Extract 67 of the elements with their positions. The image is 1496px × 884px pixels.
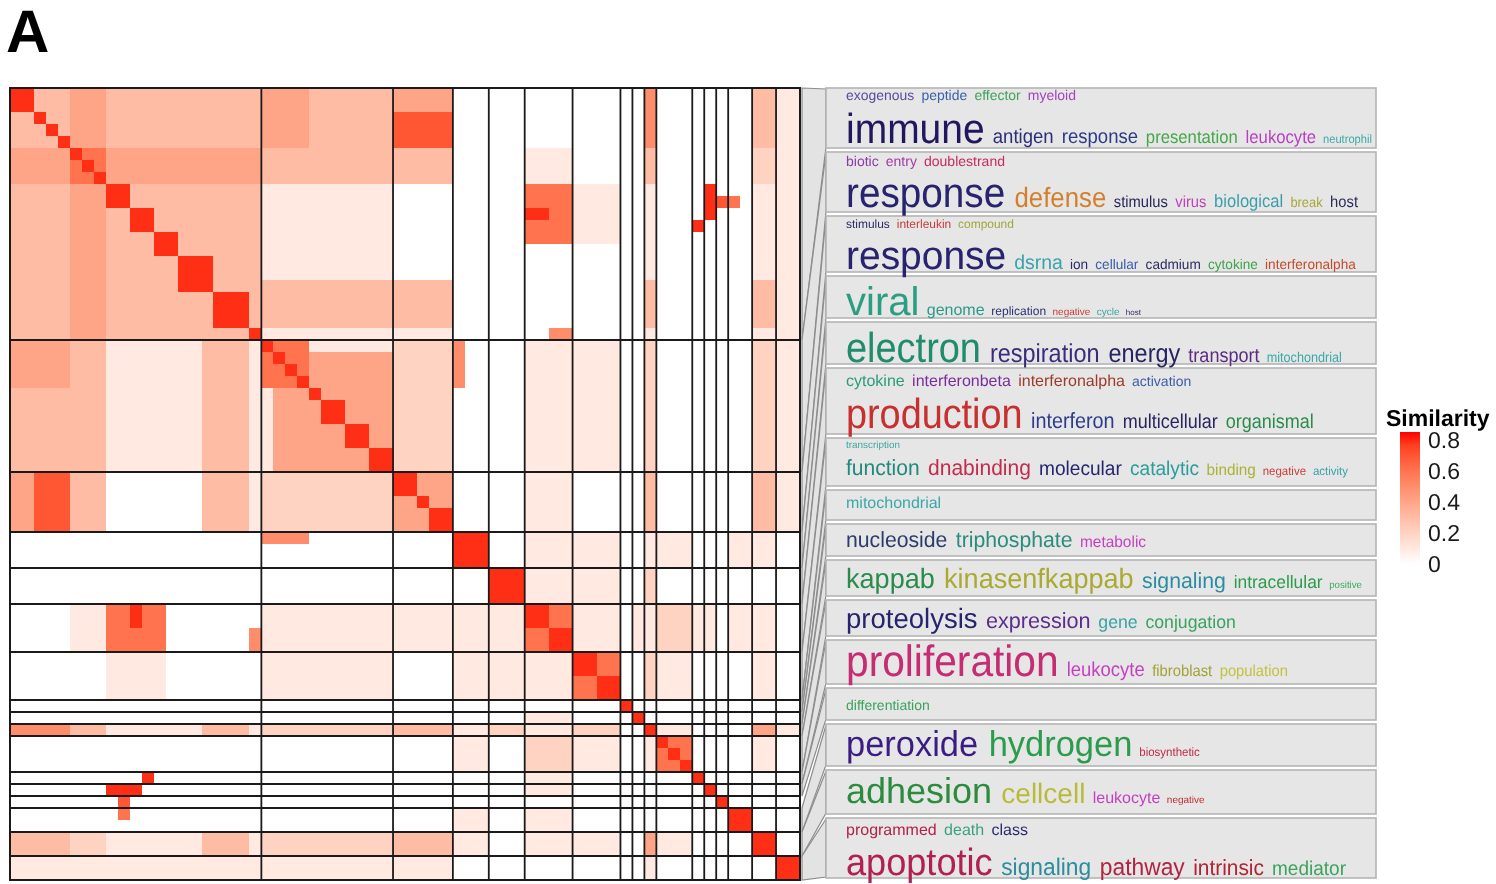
- text: multicellular: [1122, 411, 1218, 435]
- text: proteolysis: [846, 601, 978, 635]
- text: interferonbeta: [912, 372, 1012, 390]
- text: conjugation: [1145, 611, 1236, 633]
- text: programmed: [846, 821, 937, 839]
- text: class: [991, 821, 1029, 839]
- text: intrinsic: [1193, 856, 1266, 882]
- text: death: [944, 821, 985, 839]
- color-bar-label: 0: [1428, 554, 1441, 579]
- text: adhesion: [846, 771, 993, 811]
- text: binding: [1206, 460, 1256, 480]
- text: proliferation: [846, 638, 1059, 687]
- text: response: [846, 234, 1007, 280]
- text: immune: [846, 107, 985, 154]
- text: function: [846, 456, 920, 482]
- color-bar-label: 0.2: [1428, 522, 1460, 547]
- text: transport: [1188, 345, 1261, 369]
- text: electron: [846, 326, 981, 373]
- text: mediator: [1272, 858, 1348, 882]
- text: population: [1219, 661, 1288, 681]
- text: stimulus: [1113, 192, 1169, 212]
- text: cytokine: [846, 372, 906, 390]
- text: kappab: [846, 563, 936, 595]
- text: signaling: [1001, 854, 1092, 882]
- text: antigen: [992, 126, 1054, 150]
- color-bar-label: 0.4: [1428, 491, 1462, 516]
- text: nucleoside: [846, 528, 948, 554]
- text: intracellular: [1233, 571, 1323, 593]
- text: production: [846, 392, 1023, 439]
- text: response: [846, 171, 1006, 218]
- text: leukocyte: [1092, 789, 1162, 807]
- text: dsrna: [1014, 252, 1064, 276]
- text: triphosphate: [955, 528, 1073, 554]
- text: expression: [985, 609, 1091, 635]
- text: leukocyte: [1066, 659, 1145, 683]
- text: respiration: [989, 338, 1100, 369]
- text: mitochondrial: [846, 494, 942, 512]
- text: apoptotic: [846, 840, 993, 884]
- text: biological: [1214, 190, 1284, 212]
- text: interferon: [1031, 411, 1115, 435]
- text: organismal: [1225, 411, 1314, 435]
- text: pathway: [1099, 854, 1186, 882]
- text: dnabinding: [928, 456, 1031, 482]
- text: presentation: [1145, 126, 1239, 148]
- text: kinasenfkappab: [944, 563, 1135, 595]
- text: virus: [1175, 192, 1207, 212]
- text: metabolic: [1079, 532, 1147, 552]
- text: fibroblast: [1152, 661, 1214, 681]
- text: genome: [926, 301, 986, 319]
- text: viral: [846, 281, 920, 325]
- text: signaling: [1142, 569, 1226, 595]
- text: cellcell: [1001, 777, 1086, 809]
- text: host: [1330, 192, 1360, 212]
- color-bar-label: 0.6: [1428, 460, 1460, 485]
- text: defense: [1014, 182, 1107, 214]
- text: peroxide: [846, 723, 979, 765]
- text: energy: [1108, 338, 1182, 369]
- text: molecular: [1039, 458, 1124, 482]
- color-bar-label: 0.8: [1428, 429, 1460, 454]
- text: interferonalpha: [1018, 372, 1127, 390]
- text: leukocyte: [1245, 126, 1317, 148]
- text: gene: [1098, 611, 1138, 633]
- color-bar-title: Similarity: [1386, 408, 1491, 432]
- text: hydrogen: [988, 723, 1133, 765]
- text: response: [1061, 126, 1139, 150]
- text: catalytic: [1130, 458, 1200, 482]
- chart-title: A: [6, 0, 50, 66]
